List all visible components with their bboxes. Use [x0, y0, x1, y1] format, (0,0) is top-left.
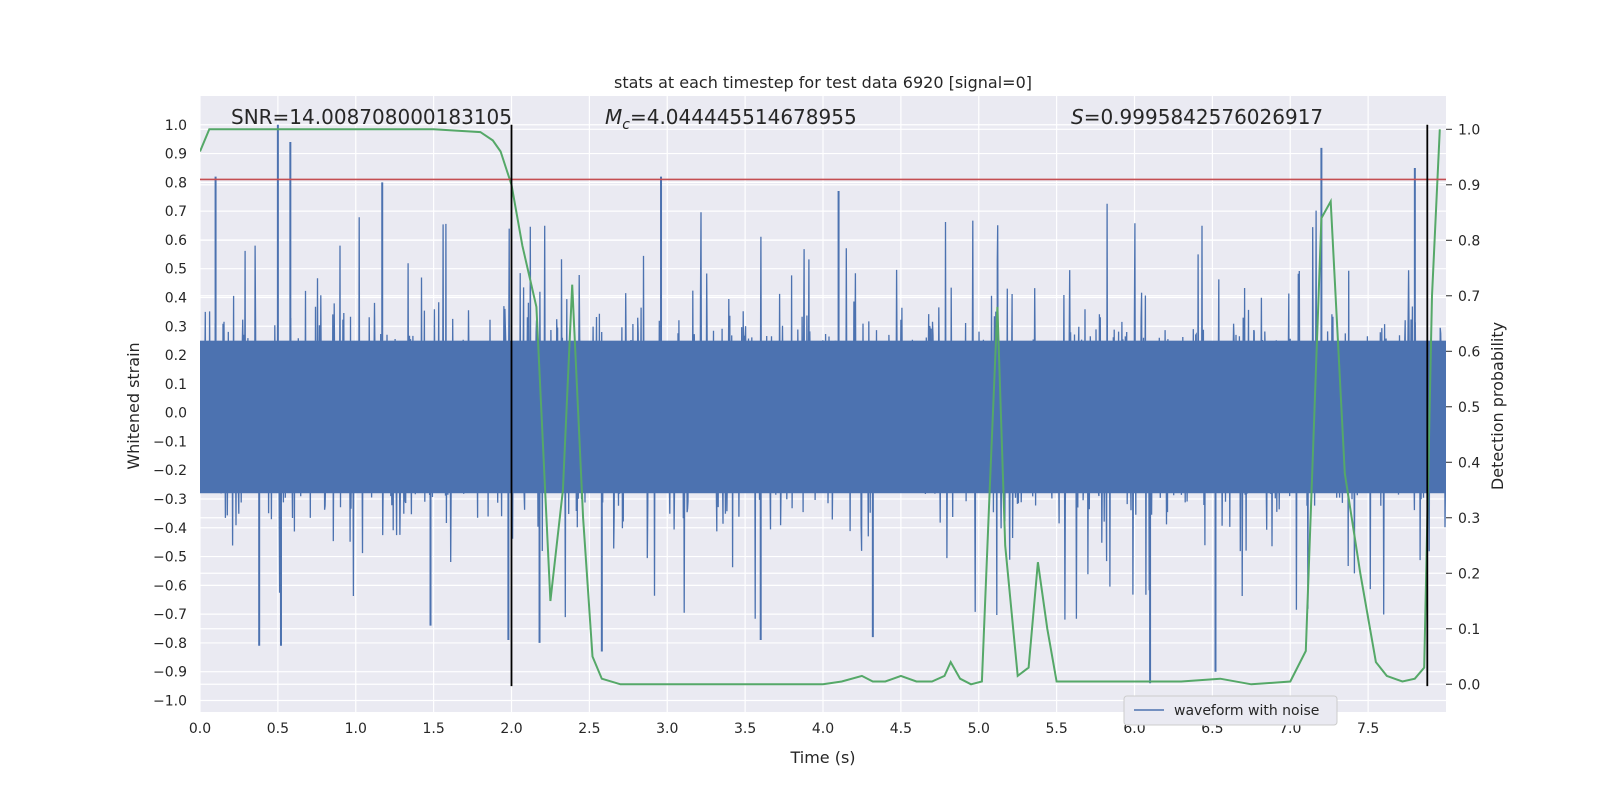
x-tick-label: 0.0: [189, 721, 211, 737]
y-tick-label: −1.0: [153, 693, 187, 709]
y2-ticks: 1.0 0.9 0.8 0.7 0.6 0.5 0.4 0.3 0.2 0.1 0.0: [1446, 122, 1480, 693]
y-axis-label: Whitened strain: [124, 342, 143, 469]
y2-axis-label: Detection probability: [1488, 322, 1507, 490]
x-tick-label: 2.0: [500, 721, 522, 737]
legend-label: waveform with noise: [1174, 703, 1319, 719]
y2-tick-label: 0.2: [1458, 566, 1480, 582]
y-tick-label: 0.1: [165, 377, 187, 393]
x-tick-label: 0.5: [267, 721, 289, 737]
y-tick-label: 0.6: [165, 233, 187, 249]
y-tick-label: 0.5: [165, 262, 187, 278]
x-tick-label: 4.0: [812, 721, 834, 737]
y2-tick-label: 0.9: [1458, 178, 1480, 194]
y-tick-label: −0.6: [153, 578, 187, 594]
waveform-series: [200, 124, 1446, 684]
x-tick-label: 5.5: [1045, 721, 1067, 737]
y-tick-label: −0.8: [153, 636, 187, 652]
detection-probability-line: [200, 128, 1441, 686]
legend-box: [1123, 695, 1338, 726]
y-tick-label: 1.0: [165, 118, 187, 134]
legend: waveform with noise: [1123, 695, 1338, 726]
y2-tick-label: 0.3: [1458, 511, 1480, 527]
snr-annotation: SNR=14.008708000183105: [231, 105, 512, 129]
y-ticks: 1.0 0.9 0.8 0.7 0.6 0.5 0.4 0.3 0.2 0.1 0.0 −0.1 −0.…: [153, 118, 187, 710]
y2-tick-label: 0.0: [1458, 677, 1480, 693]
chart-title: stats at each timestep for test data 692…: [614, 73, 1032, 92]
y-tick-label: −0.9: [153, 665, 187, 681]
x-tick-label: 1.0: [345, 721, 367, 737]
y-tick-label: 0.8: [165, 175, 187, 191]
x-tick-label: 3.5: [734, 721, 756, 737]
x-tick-label: 5.0: [968, 721, 990, 737]
y-tick-label: −0.2: [153, 463, 187, 479]
y2-tick-label: 1.0: [1458, 122, 1480, 138]
reference-lines: [200, 124, 1446, 687]
y-tick-label: 0.0: [165, 406, 187, 422]
y-tick-label: −0.7: [153, 607, 187, 623]
y2-tick-label: 0.6: [1458, 344, 1480, 360]
x-ticks: 0.0 0.5 1.0 1.5 2.0 2.5 3.0 3.5 4.0 4.5 5.0 5.5 6.0 6…: [189, 721, 1379, 737]
x-tick-label: 1.5: [422, 721, 444, 737]
x-tick-label: 7.5: [1357, 721, 1379, 737]
y-tick-label: 0.7: [165, 204, 187, 220]
y-tick-label: 0.2: [165, 348, 187, 364]
y-tick-label: −0.1: [153, 434, 187, 450]
x-tick-label: 2.5: [578, 721, 600, 737]
x-tick-label: 4.5: [890, 721, 912, 737]
score-annotation: S=0.9995842576026917: [1071, 105, 1323, 129]
chirp-mass-annotation: Mc=4.044445514678955: [605, 105, 857, 133]
y-tick-label: −0.5: [153, 550, 187, 566]
x-tick-label: 3.0: [656, 721, 678, 737]
probability-series: [200, 128, 1441, 686]
y-tick-label: 0.3: [165, 319, 187, 335]
y2-tick-label: 0.4: [1458, 455, 1480, 471]
y-tick-label: 0.4: [165, 290, 187, 306]
y2-tick-label: 0.5: [1458, 400, 1480, 416]
y-tick-label: −0.3: [153, 492, 187, 508]
y-tick-label: −0.4: [153, 521, 187, 537]
y2-tick-label: 0.8: [1458, 233, 1480, 249]
y2-tick-label: 0.7: [1458, 289, 1480, 305]
waveform-core: [200, 340, 1446, 494]
y-tick-label: 0.9: [165, 147, 187, 163]
x-axis-label: Time (s): [789, 748, 855, 767]
y2-tick-label: 0.1: [1458, 622, 1480, 638]
